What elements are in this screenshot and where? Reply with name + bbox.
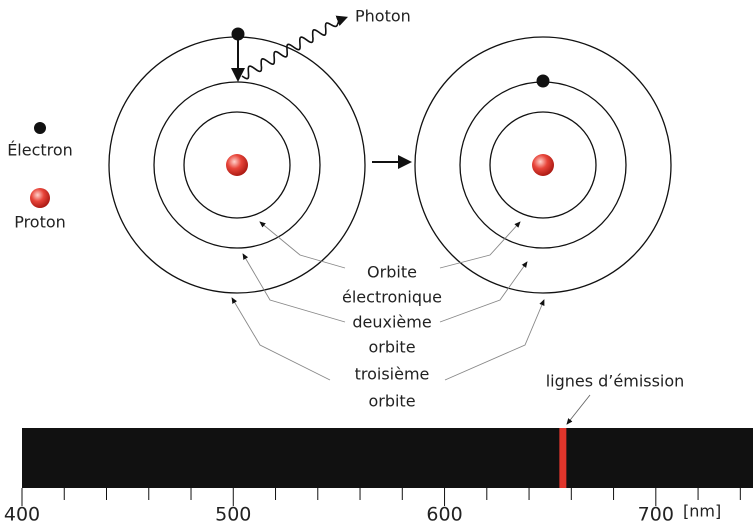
orbit-labels: Orbite électronique deuxième orbite troisièm… <box>342 263 442 411</box>
orbit-label-line: orbite <box>368 392 415 411</box>
orbit-label-line: orbite <box>368 338 415 357</box>
legend-proton: Proton <box>14 213 66 232</box>
leader-lines <box>231 221 545 381</box>
spectrum-band <box>22 428 753 488</box>
orbit-label-line: électronique <box>342 288 442 307</box>
proton-icon <box>30 188 50 208</box>
unit-label: [nm] <box>683 502 721 521</box>
spectrum-label: lignes d’émission <box>546 372 685 391</box>
atom-after <box>414 36 672 294</box>
x-tick-label: 700 <box>638 504 674 526</box>
spectrum: lignes d’émission [nm] 400 500 600 700 <box>4 372 753 526</box>
atom-before <box>108 27 366 294</box>
electron-icon <box>34 122 46 134</box>
x-tick-label: 400 <box>4 504 40 526</box>
x-tick-label: 500 <box>215 504 251 526</box>
legend-electron: Électron <box>7 141 73 160</box>
orbit-label-line: troisième <box>355 365 430 384</box>
photon-wave <box>241 15 348 80</box>
orbit-label-line: deuxième <box>352 313 431 332</box>
emission-line <box>559 428 567 488</box>
photon-label: Photon <box>355 7 411 26</box>
emission-pointer <box>566 394 591 425</box>
orbit-label-line: Orbite <box>367 263 417 282</box>
x-tick-label: 600 <box>426 504 462 526</box>
